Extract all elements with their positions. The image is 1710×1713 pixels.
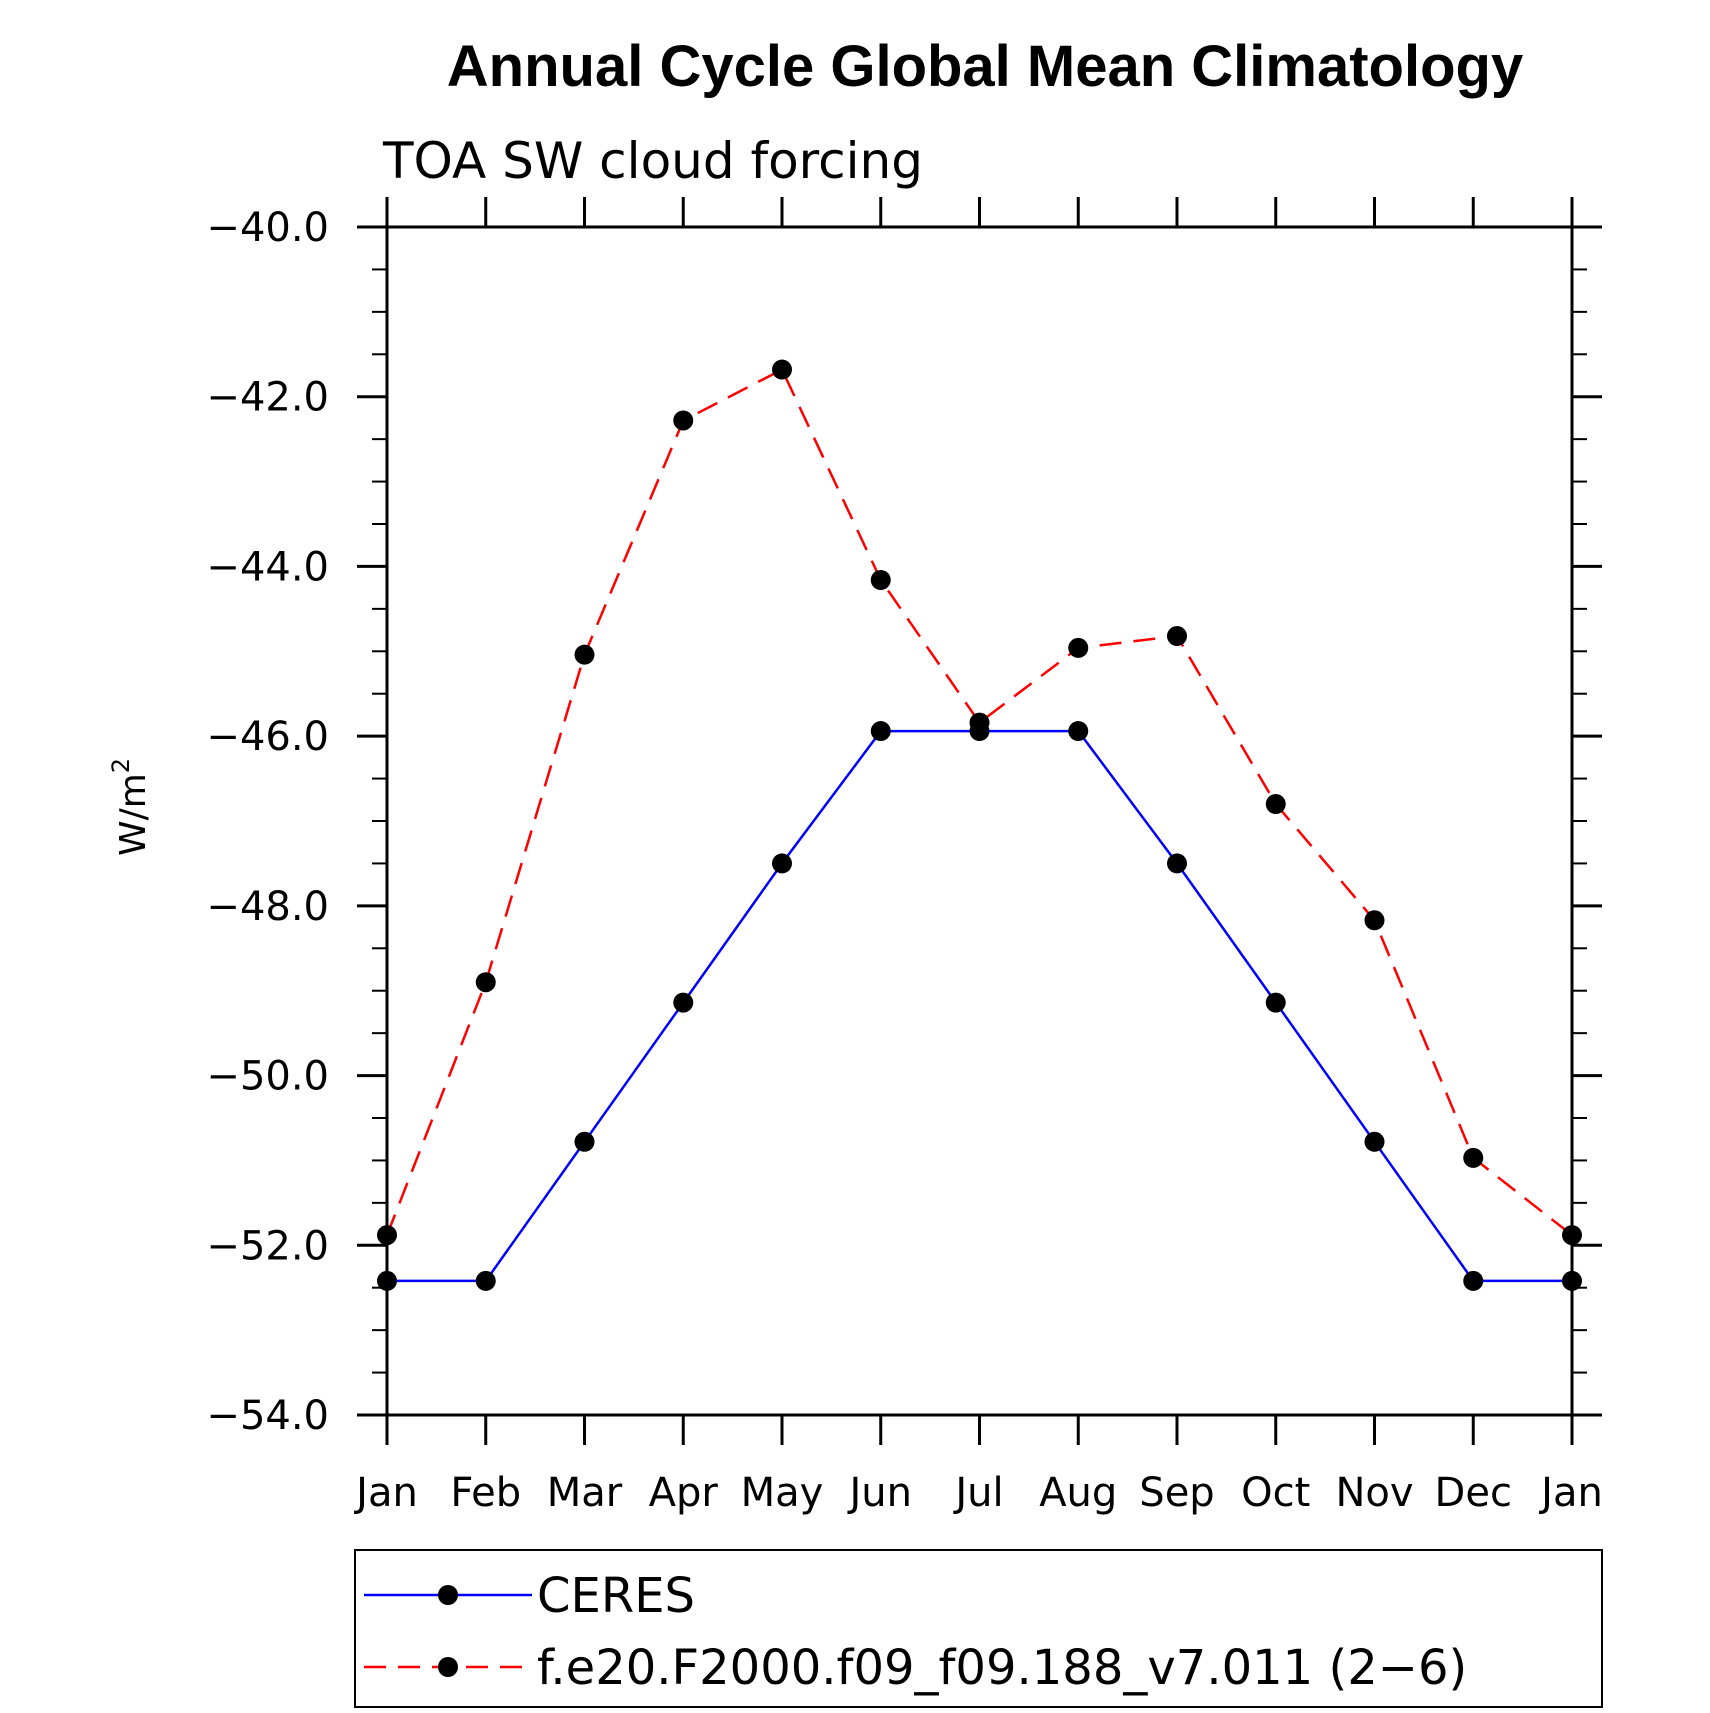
plot-frame	[385, 225, 1574, 1417]
x-tick-label: Dec	[1435, 1470, 1512, 1516]
y-tick-label: −42.0	[206, 375, 329, 421]
y-axis-label-base: W/m	[113, 773, 154, 856]
axes-group: −54.0 −52.0 −50.0 −48.0 −46.0 −44.0 −42.0 −40.0…	[206, 197, 1603, 1516]
legend: CERES f.e20.F2000.f09_f09.188_v7.011 (2−6…	[354, 1549, 1603, 1708]
y-tick-label: −46.0	[206, 714, 329, 760]
series-0-point	[1463, 1270, 1484, 1291]
series-0-point	[574, 1131, 595, 1152]
series-group	[377, 359, 1582, 1291]
legend-marker-1	[438, 1657, 458, 1677]
x-tick-label: Oct	[1241, 1470, 1310, 1516]
series-0-point	[673, 992, 694, 1013]
series-1-point	[1265, 794, 1286, 815]
x-tick-label: Aug	[1039, 1470, 1117, 1516]
legend-marker-0	[438, 1585, 458, 1605]
series-1-point	[574, 644, 595, 665]
series-0-point	[475, 1270, 496, 1291]
y-tick-label: −50.0	[206, 1054, 329, 1100]
x-tick-label: Jun	[847, 1470, 913, 1516]
y-tick-label: −40.0	[206, 205, 329, 251]
series-0-point	[870, 721, 891, 742]
x-tick-label: Feb	[450, 1470, 521, 1516]
series-1-point	[1068, 637, 1089, 658]
x-tick-label: May	[741, 1470, 824, 1516]
series-1-point	[1562, 1225, 1582, 1246]
legend-box	[354, 1549, 1603, 1708]
series-0-point	[772, 853, 792, 874]
series-1-point	[377, 1225, 397, 1246]
series-1-point	[673, 410, 694, 431]
series-0-point	[1068, 721, 1089, 742]
series-0-point	[1364, 1131, 1385, 1152]
x-tick-label: Jan	[1538, 1470, 1603, 1516]
legend-label-1: f.e20.F2000.f09_f09.188_v7.011 (2−6)	[537, 1640, 1467, 1696]
y-axis-label: W/m2	[107, 758, 154, 856]
x-tick-label: Nov	[1335, 1470, 1413, 1516]
series-0-point	[1265, 992, 1286, 1013]
series-1-point	[870, 570, 891, 591]
x-tick-label: Apr	[649, 1470, 719, 1516]
x-tick-label: Jul	[952, 1470, 1003, 1516]
legend-label-0: CERES	[537, 1568, 695, 1624]
series-line-1	[385, 367, 1573, 1237]
chart-subtitle: TOA SW cloud forcing	[382, 132, 923, 190]
y-axis-label-superscript: 2	[107, 758, 135, 773]
y-tick-label: −48.0	[206, 884, 329, 930]
x-tick-label: Jan	[353, 1470, 418, 1516]
series-1-point	[475, 972, 496, 993]
series-1-point	[1463, 1147, 1484, 1168]
x-tick-label: Sep	[1139, 1470, 1214, 1516]
series-0-point	[377, 1270, 397, 1291]
y-tick-label: −44.0	[206, 544, 329, 590]
y-tick-label: −54.0	[206, 1393, 329, 1439]
series-1-point	[1364, 910, 1385, 931]
x-tick-label: Mar	[547, 1470, 623, 1516]
series-1-point	[772, 359, 792, 380]
series-1-point	[969, 712, 990, 733]
chart-title: Annual Cycle Global Mean Climatology	[447, 34, 1523, 99]
series-0-point	[1167, 853, 1187, 874]
series-0-point	[1562, 1270, 1582, 1291]
y-tick-label: −52.0	[206, 1223, 329, 1269]
series-1-point	[1167, 626, 1187, 647]
series-line-0	[387, 729, 1572, 1283]
